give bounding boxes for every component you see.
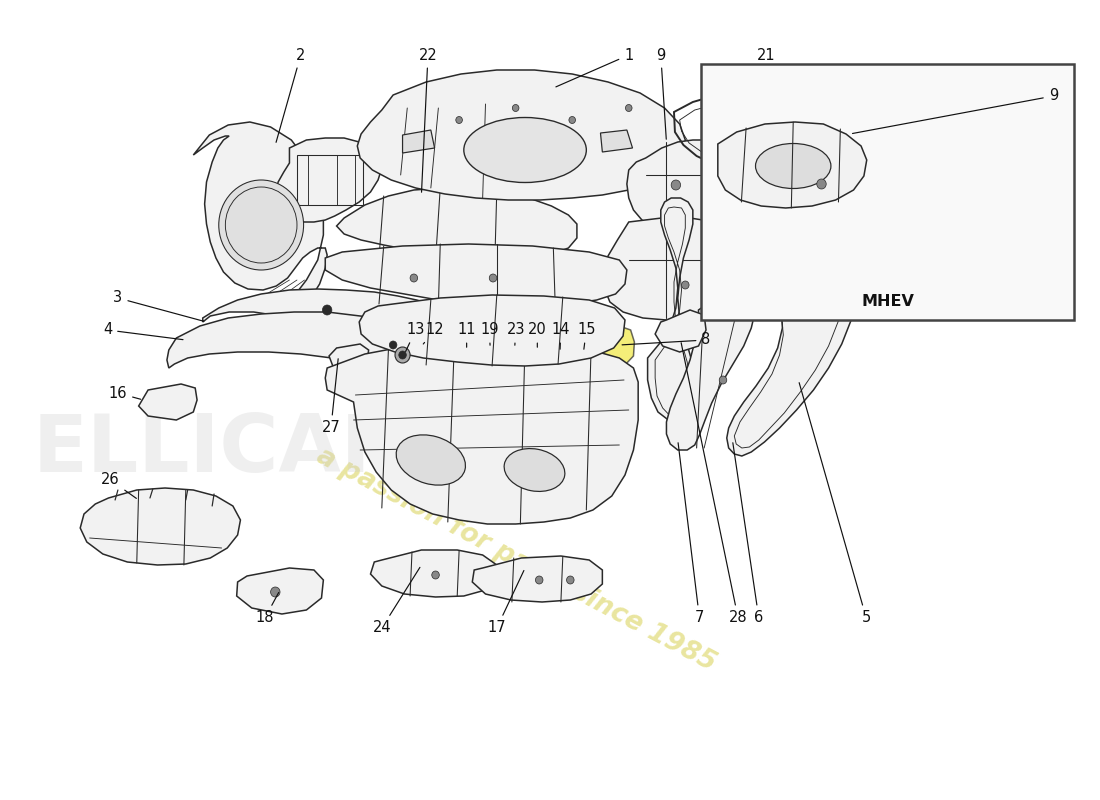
Ellipse shape: [504, 449, 565, 491]
Polygon shape: [139, 384, 197, 420]
Polygon shape: [371, 550, 497, 597]
Text: 9: 9: [852, 89, 1058, 134]
Text: 34: 34: [722, 261, 891, 286]
Text: 1: 1: [556, 47, 634, 87]
Text: 20: 20: [528, 322, 547, 347]
Circle shape: [716, 283, 720, 287]
Circle shape: [671, 180, 681, 190]
Text: 28: 28: [681, 342, 747, 626]
Ellipse shape: [756, 143, 830, 189]
Polygon shape: [236, 568, 323, 614]
Polygon shape: [595, 326, 635, 366]
Polygon shape: [337, 188, 576, 260]
Text: 2: 2: [276, 47, 306, 142]
Polygon shape: [627, 140, 725, 232]
Text: 11: 11: [458, 322, 476, 347]
Text: 26: 26: [101, 473, 136, 498]
Circle shape: [410, 274, 418, 282]
Text: 8: 8: [623, 333, 711, 347]
Text: 4: 4: [103, 322, 183, 340]
Text: 15: 15: [578, 322, 595, 350]
Polygon shape: [358, 70, 685, 200]
Circle shape: [432, 571, 439, 579]
Text: 19: 19: [480, 322, 498, 346]
Polygon shape: [403, 130, 434, 153]
Polygon shape: [846, 118, 878, 146]
Text: 29: 29: [848, 101, 1005, 115]
Text: 18: 18: [255, 593, 278, 626]
Text: 14: 14: [551, 322, 570, 350]
Text: ELLICARS: ELLICARS: [33, 411, 461, 489]
Ellipse shape: [464, 118, 586, 182]
Polygon shape: [326, 342, 638, 524]
Circle shape: [389, 341, 397, 349]
Circle shape: [566, 576, 574, 584]
Circle shape: [817, 179, 826, 189]
Circle shape: [219, 180, 304, 270]
Polygon shape: [648, 198, 695, 422]
Polygon shape: [80, 488, 241, 565]
Polygon shape: [656, 310, 706, 352]
Text: 12: 12: [424, 322, 444, 344]
Circle shape: [536, 576, 543, 584]
Text: 22: 22: [419, 47, 438, 192]
Polygon shape: [667, 286, 755, 450]
Ellipse shape: [396, 435, 465, 485]
Polygon shape: [575, 347, 601, 370]
Polygon shape: [329, 344, 368, 372]
Text: 16: 16: [109, 386, 141, 401]
Polygon shape: [556, 347, 576, 368]
Circle shape: [719, 376, 727, 384]
Circle shape: [682, 281, 689, 289]
Circle shape: [513, 105, 519, 111]
Polygon shape: [167, 312, 483, 374]
Circle shape: [455, 117, 462, 123]
Circle shape: [490, 274, 497, 282]
Polygon shape: [202, 289, 444, 332]
Polygon shape: [276, 138, 382, 222]
Polygon shape: [194, 122, 327, 334]
Polygon shape: [472, 556, 603, 602]
Polygon shape: [454, 344, 482, 368]
Text: MHEV: MHEV: [861, 294, 914, 310]
Text: 3: 3: [113, 290, 204, 322]
Polygon shape: [326, 244, 627, 306]
Circle shape: [399, 351, 406, 359]
Text: 17: 17: [487, 570, 524, 635]
Polygon shape: [727, 248, 857, 456]
Polygon shape: [531, 346, 553, 368]
Polygon shape: [807, 100, 865, 134]
Polygon shape: [481, 344, 508, 368]
Circle shape: [271, 587, 281, 597]
Text: 5: 5: [800, 382, 871, 626]
Polygon shape: [601, 130, 632, 152]
Text: 9: 9: [657, 47, 667, 139]
Circle shape: [626, 105, 632, 111]
Circle shape: [395, 347, 410, 363]
FancyBboxPatch shape: [701, 64, 1074, 320]
Polygon shape: [718, 122, 867, 208]
Polygon shape: [406, 338, 440, 368]
Polygon shape: [360, 295, 625, 366]
Text: 7: 7: [678, 442, 704, 626]
Text: 13: 13: [406, 322, 425, 351]
Polygon shape: [604, 218, 741, 320]
Text: 21: 21: [744, 47, 775, 94]
Polygon shape: [507, 344, 532, 368]
Text: a passion for parts since 1985: a passion for parts since 1985: [311, 443, 719, 677]
Circle shape: [322, 305, 332, 315]
Text: 6: 6: [733, 442, 763, 626]
Text: 30: 30: [864, 121, 1005, 135]
Text: 27: 27: [321, 358, 340, 435]
Text: 24: 24: [373, 567, 420, 635]
Circle shape: [569, 117, 575, 123]
Text: 23: 23: [506, 322, 525, 346]
